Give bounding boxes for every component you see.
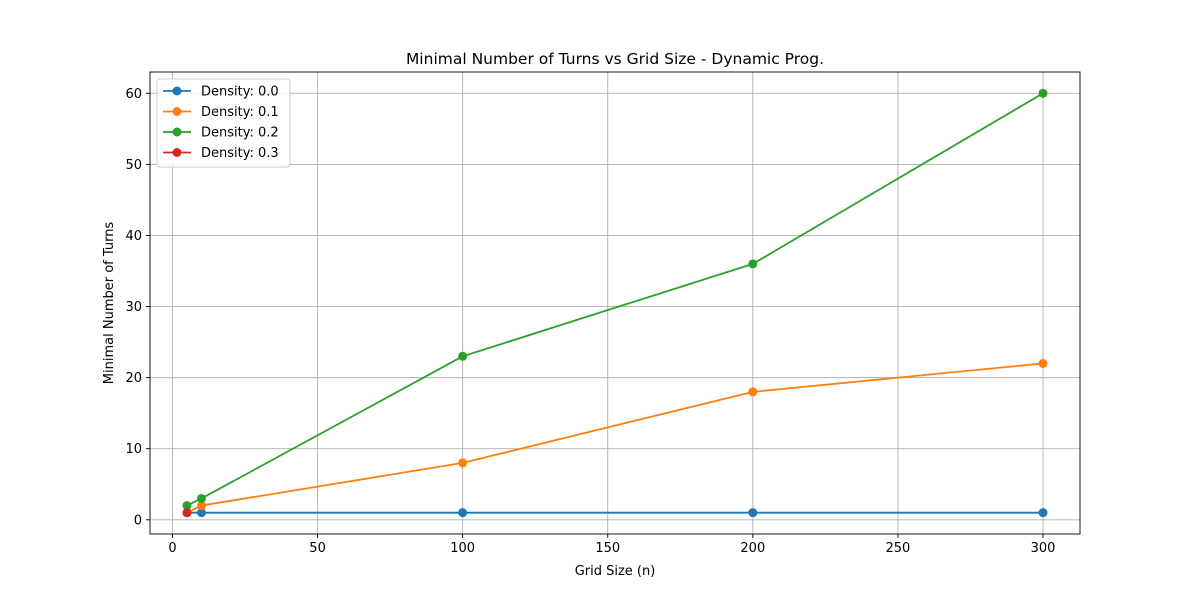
legend: Density: 0.0 Density: 0.1 Density: 0.2 Dens… [156,78,291,168]
data-point [458,351,468,361]
x-tick-label: 250 [886,541,911,556]
legend-marker [172,127,182,137]
data-point [197,501,207,511]
legend-marker [172,86,182,96]
x-tick-label: 100 [450,541,475,556]
y-tick-label: 30 [125,300,142,315]
y-tick-label: 50 [125,158,142,173]
legend-item: Density: 0.2 [163,126,279,141]
legend-marker [172,148,182,157]
series-layer [182,88,1048,518]
series-2 [182,88,1048,511]
data-point [1038,88,1048,98]
chart-title: Minimal Number of Turns vs Grid Size - D… [406,50,824,68]
data-point [182,501,192,511]
data-point [748,387,758,397]
legend-item: Density: 0.3 [163,146,279,161]
legend-item: Density: 0.0 [163,85,279,100]
legend-box [156,78,291,168]
y-tick-label: 10 [125,442,142,457]
x-tick-label: 200 [740,541,765,556]
x-tick-label: 0 [168,541,176,556]
legend-label: Density: 0.1 [201,105,279,120]
plot-frame [149,71,1081,535]
data-point [182,508,192,518]
data-point [458,508,468,518]
data-point [748,259,758,269]
x-tick-label: 50 [309,541,326,556]
legend-label: Density: 0.3 [201,146,279,161]
axes-layer: 0 50 100 150 200 250 300 0 10 20 30 40 50 60 [125,87,1055,556]
series-3 [182,508,192,518]
data-point [197,508,207,518]
data-point [1038,508,1048,518]
x-tick-label: 300 [1031,541,1056,556]
y-axis-label: Minimal Number of Turns [102,222,117,385]
y-tick-label: 0 [134,513,142,528]
legend-item: Density: 0.1 [163,105,279,120]
x-axis-label: Grid Size (n) [575,564,656,579]
x-tick-label: 150 [595,541,620,556]
y-tick-label: 40 [125,229,142,244]
data-point [197,493,207,503]
data-point [748,508,758,518]
legend-label: Density: 0.2 [201,126,279,141]
grid-layer [150,72,1080,534]
y-tick-label: 60 [125,87,142,102]
data-point [1038,358,1048,368]
y-tick-label: 20 [125,371,142,386]
data-point [458,458,468,468]
legend-marker [172,107,182,116]
legend-label: Density: 0.0 [201,85,279,100]
